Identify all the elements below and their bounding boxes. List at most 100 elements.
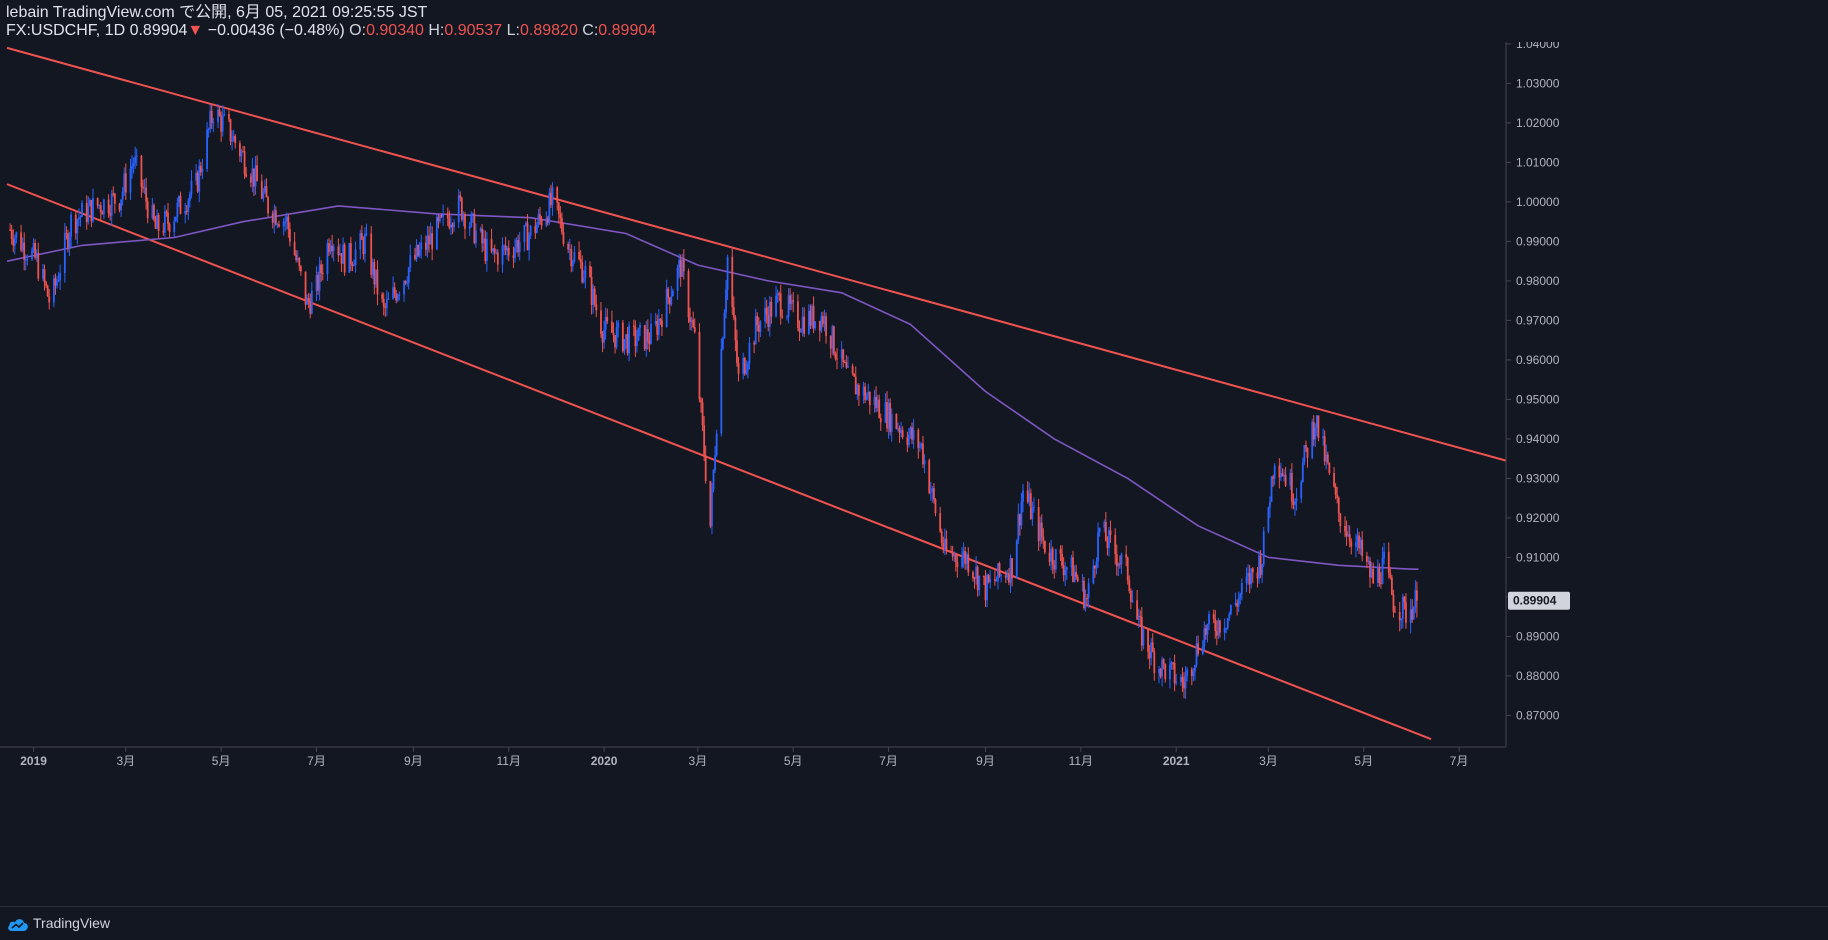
candle[interactable] — [274, 206, 277, 226]
candle[interactable] — [1389, 567, 1392, 580]
candle[interactable] — [232, 129, 235, 142]
candle[interactable] — [188, 191, 191, 208]
candle[interactable] — [1355, 533, 1357, 558]
candle[interactable] — [600, 302, 602, 338]
candle[interactable] — [965, 552, 968, 570]
candle[interactable] — [1409, 598, 1412, 634]
candle[interactable] — [425, 235, 427, 257]
candle[interactable] — [131, 155, 133, 179]
candle[interactable] — [671, 288, 674, 297]
candle[interactable] — [23, 232, 26, 271]
candle[interactable] — [1212, 609, 1215, 624]
candle[interactable] — [786, 315, 788, 321]
candle[interactable] — [1075, 564, 1078, 580]
candle[interactable] — [568, 238, 571, 261]
candle[interactable] — [273, 204, 276, 234]
candle[interactable] — [63, 223, 66, 283]
candle[interactable] — [1084, 589, 1087, 612]
candle[interactable] — [289, 222, 291, 247]
candle[interactable] — [1394, 605, 1396, 613]
candle[interactable] — [20, 224, 22, 253]
candle[interactable] — [48, 288, 51, 310]
candle[interactable] — [1072, 550, 1074, 583]
candle[interactable] — [720, 338, 723, 437]
candle[interactable] — [579, 250, 582, 269]
candle[interactable] — [1159, 667, 1162, 679]
candle[interactable] — [650, 313, 652, 345]
candle[interactable] — [306, 294, 309, 305]
candle[interactable] — [457, 189, 460, 229]
candle[interactable] — [887, 398, 890, 439]
candle[interactable] — [698, 323, 701, 403]
candle[interactable] — [518, 231, 521, 261]
candle[interactable] — [754, 308, 757, 345]
candle[interactable] — [711, 482, 713, 535]
candle[interactable] — [592, 284, 595, 314]
candle[interactable] — [523, 224, 526, 252]
candle[interactable] — [842, 349, 845, 368]
candle[interactable] — [573, 246, 576, 264]
candle[interactable] — [560, 212, 563, 235]
candle[interactable] — [276, 222, 279, 229]
candle[interactable] — [54, 273, 57, 295]
candle[interactable] — [700, 397, 702, 413]
candle[interactable] — [550, 184, 552, 208]
candle[interactable] — [1273, 463, 1276, 486]
candle[interactable] — [70, 211, 72, 248]
candle[interactable] — [987, 573, 990, 584]
candle[interactable] — [210, 104, 213, 130]
candle[interactable] — [661, 314, 663, 336]
candle[interactable] — [725, 280, 727, 319]
candle[interactable] — [678, 253, 681, 279]
candle[interactable] — [31, 247, 33, 262]
candle[interactable] — [1315, 415, 1318, 437]
candle[interactable] — [656, 314, 659, 341]
candle[interactable] — [168, 222, 171, 238]
candle[interactable] — [845, 355, 848, 369]
candle[interactable] — [1131, 589, 1134, 603]
candle[interactable] — [526, 214, 529, 251]
candle[interactable] — [373, 258, 376, 295]
candle[interactable] — [1392, 589, 1395, 618]
candle[interactable] — [529, 224, 532, 240]
candle[interactable] — [240, 148, 243, 163]
candle[interactable] — [99, 201, 102, 222]
candle[interactable] — [446, 207, 449, 227]
candle[interactable] — [382, 292, 385, 316]
candle[interactable] — [435, 214, 438, 251]
candle[interactable] — [612, 322, 615, 343]
candle[interactable] — [124, 163, 127, 200]
candle[interactable] — [1129, 588, 1132, 610]
candle[interactable] — [1372, 562, 1375, 585]
candle[interactable] — [76, 218, 79, 245]
candle[interactable] — [1126, 556, 1129, 585]
candle[interactable] — [304, 271, 307, 310]
candle[interactable] — [654, 312, 657, 327]
candle[interactable] — [972, 570, 974, 582]
candle[interactable] — [242, 145, 244, 153]
candle[interactable] — [548, 187, 551, 225]
candle[interactable] — [198, 159, 201, 203]
candle[interactable] — [12, 229, 15, 253]
candle[interactable] — [867, 383, 870, 401]
candle[interactable] — [299, 265, 302, 276]
candle[interactable] — [88, 198, 91, 207]
candle[interactable] — [537, 208, 540, 228]
candle[interactable] — [264, 179, 266, 194]
candle[interactable] — [15, 231, 18, 244]
candle[interactable] — [234, 134, 237, 149]
candle[interactable] — [779, 284, 782, 325]
candle[interactable] — [764, 297, 766, 329]
candle[interactable] — [836, 348, 838, 370]
candle[interactable] — [1119, 555, 1121, 569]
candle[interactable] — [1240, 578, 1243, 601]
candle[interactable] — [370, 226, 373, 278]
candle[interactable] — [1347, 524, 1350, 537]
candle[interactable] — [1398, 601, 1401, 632]
candle[interactable] — [800, 328, 802, 333]
candle[interactable] — [1306, 447, 1309, 468]
candle[interactable] — [278, 220, 280, 228]
candle[interactable] — [362, 236, 365, 260]
candle[interactable] — [360, 225, 363, 240]
candle[interactable] — [1223, 618, 1226, 641]
